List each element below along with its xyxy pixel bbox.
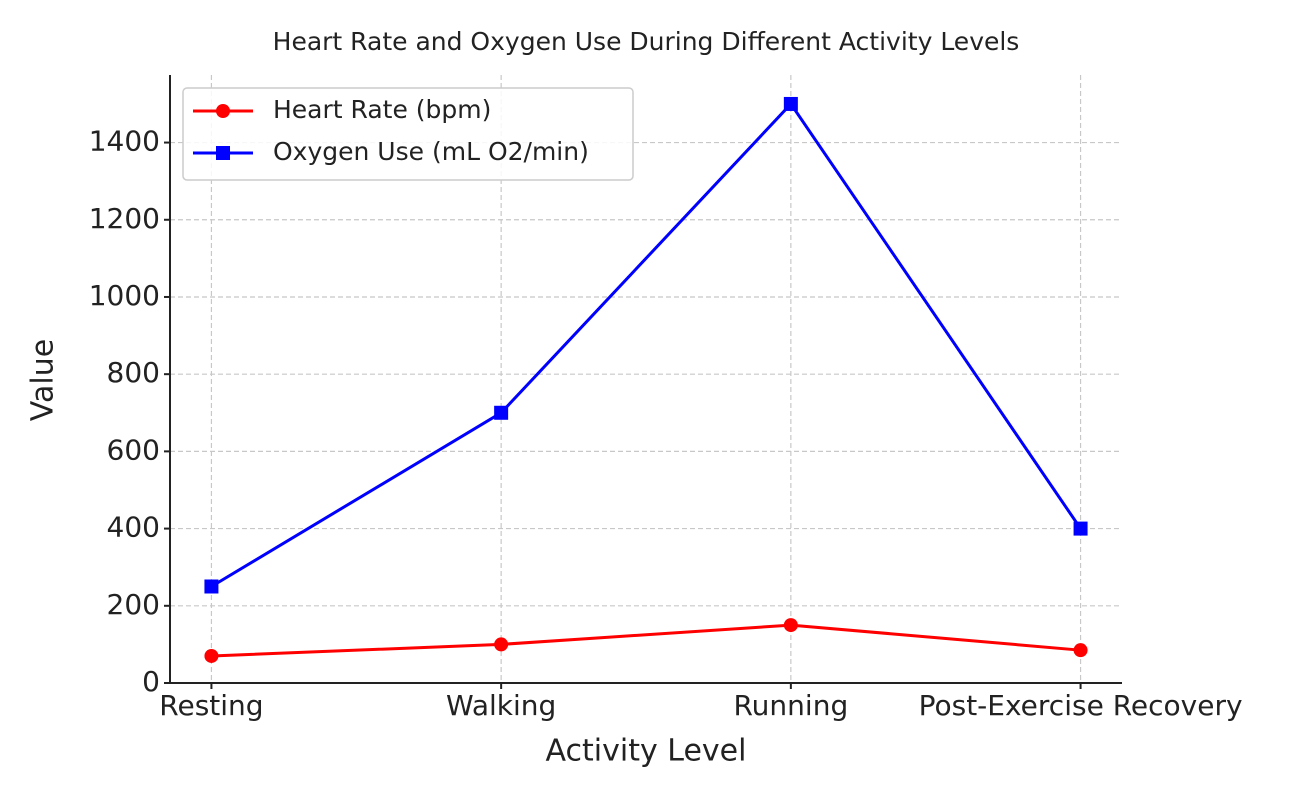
- legend-label: Heart Rate (bpm): [273, 95, 491, 124]
- y-tick-label: 600: [107, 433, 160, 466]
- marker: [783, 618, 798, 633]
- y-tick-label: 800: [107, 356, 160, 389]
- marker: [1073, 643, 1088, 658]
- marker: [216, 104, 230, 118]
- legend-box: [182, 87, 634, 181]
- marker: [204, 579, 219, 594]
- legend: Heart Rate (bpm) Oxygen Use (mL O2/min): [182, 87, 634, 181]
- marker: [204, 648, 219, 663]
- y-axis-label: Value: [26, 339, 61, 421]
- y-tick-label: 1400: [89, 125, 160, 158]
- marker: [216, 146, 230, 160]
- marker: [1073, 521, 1088, 536]
- y-tick-label: 400: [107, 511, 160, 544]
- marker: [494, 637, 509, 652]
- legend-label: Oxygen Use (mL O2/min): [273, 137, 589, 166]
- marker: [783, 96, 798, 111]
- x-tick-label: Post-Exercise Recovery: [919, 689, 1243, 722]
- marker: [494, 405, 509, 420]
- chart-title: Heart Rate and Oxygen Use During Differe…: [273, 27, 1020, 56]
- y-tick-label: 0: [142, 665, 160, 698]
- x-tick-label: Resting: [159, 689, 263, 722]
- x-axis-label: Activity Level: [546, 734, 747, 769]
- x-tick-label: Running: [733, 689, 848, 722]
- x-tick-label: Walking: [446, 689, 556, 722]
- series-line: [210, 101, 1082, 588]
- y-tick-label: 200: [107, 588, 160, 621]
- y-tick-label: 1000: [89, 279, 160, 312]
- series-line: [211, 623, 1081, 658]
- y-tick-label: 1200: [89, 202, 160, 235]
